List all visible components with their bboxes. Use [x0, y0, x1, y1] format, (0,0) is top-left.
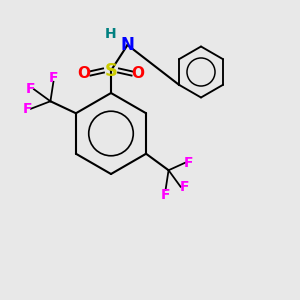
- Text: F: F: [184, 156, 194, 170]
- Text: S: S: [104, 61, 118, 80]
- Text: O: O: [77, 66, 91, 81]
- Text: F: F: [161, 188, 170, 202]
- Text: F: F: [22, 102, 32, 116]
- Text: F: F: [49, 71, 58, 85]
- Text: F: F: [179, 180, 189, 194]
- Text: N: N: [121, 36, 134, 54]
- Text: H: H: [105, 28, 117, 41]
- Text: F: F: [26, 82, 35, 96]
- Text: O: O: [131, 66, 145, 81]
